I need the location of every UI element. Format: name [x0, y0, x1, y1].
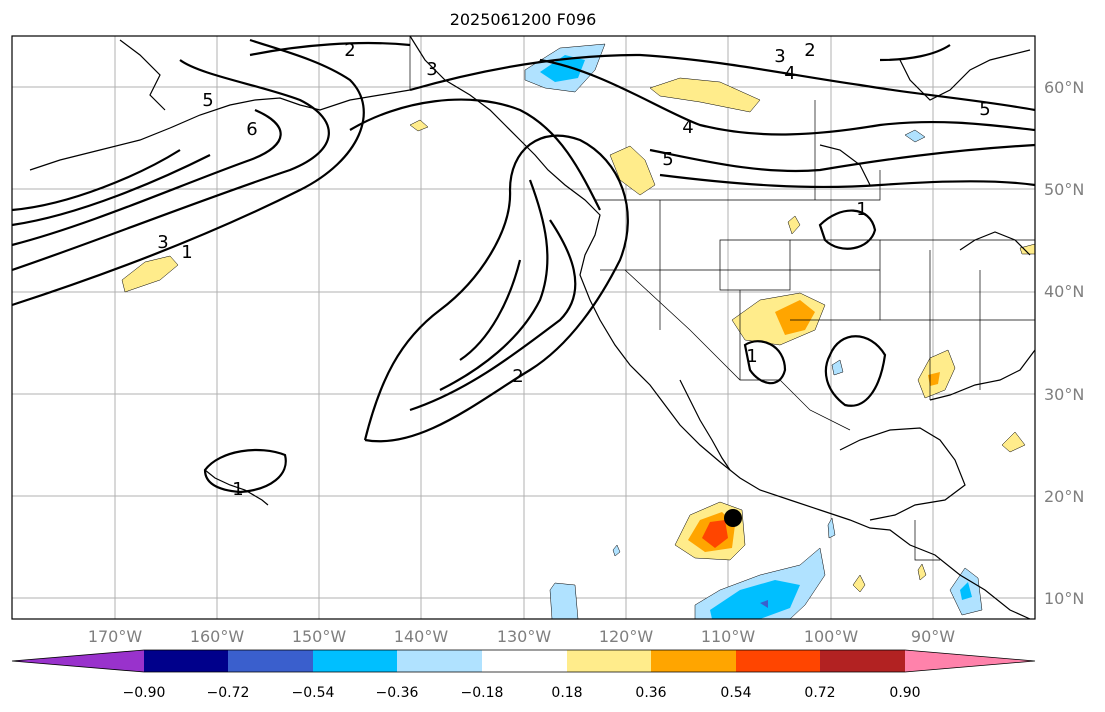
contour-label: 6 — [246, 119, 257, 140]
contours — [11, 38, 1036, 494]
map-frame — [11, 35, 1036, 620]
contour-label: 1 — [232, 479, 243, 500]
colorbar: −0.90 −0.72 −0.54 −0.36 −0.18 0.18 0.36 … — [11, 649, 1036, 701]
latitude-labels: 60°N 50°N 40°N 30°N 20°N 10°N — [1044, 78, 1084, 608]
lon-label: 160°W — [190, 627, 245, 646]
contour-label: 1 — [746, 346, 757, 367]
colorbar-bin — [144, 650, 228, 672]
colorbar-bin — [651, 650, 736, 672]
contour-label: 5 — [202, 90, 213, 111]
colorbar-bin — [820, 650, 905, 672]
colorbar-extend-max — [905, 650, 1035, 672]
colorbar-tick-label: −0.54 — [292, 685, 335, 701]
colorbar-extend-min — [12, 650, 144, 672]
colorbar-bin — [228, 650, 313, 672]
lon-label: 100°W — [804, 627, 859, 646]
lon-label: 90°W — [911, 627, 955, 646]
contour-label: 3 — [157, 232, 168, 253]
lon-label: 130°W — [497, 627, 552, 646]
colorbar-bin — [313, 650, 397, 672]
contour-label: 5 — [662, 149, 673, 170]
lat-label: 40°N — [1044, 282, 1084, 301]
contour-label: 1 — [181, 242, 192, 263]
lon-label: 150°W — [292, 627, 347, 646]
lat-label: 20°N — [1044, 487, 1084, 506]
colorbar-bin — [482, 650, 567, 672]
contour-label: 2 — [804, 40, 815, 61]
colorbar-tick-label: 0.72 — [804, 685, 835, 701]
contour-label: 1 — [856, 199, 867, 220]
shaded-anomalies — [121, 43, 1036, 620]
coastlines — [29, 35, 1036, 620]
colorbar-bin — [567, 650, 651, 672]
lat-label: 50°N — [1044, 180, 1084, 199]
lon-label: 110°W — [701, 627, 756, 646]
contour-label: 4 — [784, 63, 795, 84]
lat-label: 30°N — [1044, 385, 1084, 404]
contour-label: 3 — [774, 46, 785, 67]
contour-label: 5 — [979, 99, 990, 120]
lon-label: 170°W — [88, 627, 143, 646]
colorbar-tick-label: −0.90 — [123, 685, 166, 701]
contour-label: 2 — [344, 40, 355, 61]
lon-label: 120°W — [599, 627, 654, 646]
colorbar-tick-label: 0.54 — [720, 685, 751, 701]
lon-label: 140°W — [394, 627, 449, 646]
colorbar-tick-label: 0.36 — [635, 685, 666, 701]
contour-label: 4 — [682, 117, 693, 138]
lat-label: 60°N — [1044, 78, 1084, 97]
longitude-labels: 170°W 160°W 150°W 140°W 130°W 120°W 110°… — [88, 627, 955, 646]
colorbar-tick-label: 0.90 — [889, 685, 920, 701]
contour-labels: 2 3 3 2 4 5 5 6 4 5 3 1 2 1 1 1 — [157, 40, 990, 500]
colorbar-bin — [397, 650, 482, 672]
colorbar-tick-label: 0.18 — [551, 685, 582, 701]
map-title: 2025061200 F096 — [449, 10, 597, 29]
lat-label: 10°N — [1044, 589, 1084, 608]
colorbar-bin — [736, 650, 820, 672]
contour-label: 3 — [426, 59, 437, 80]
colorbar-tick-label: −0.18 — [461, 685, 504, 701]
contour-label: 2 — [512, 366, 523, 387]
colorbar-tick-label: −0.72 — [207, 685, 250, 701]
storm-position-marker — [724, 509, 742, 527]
colorbar-tick-label: −0.36 — [376, 685, 419, 701]
